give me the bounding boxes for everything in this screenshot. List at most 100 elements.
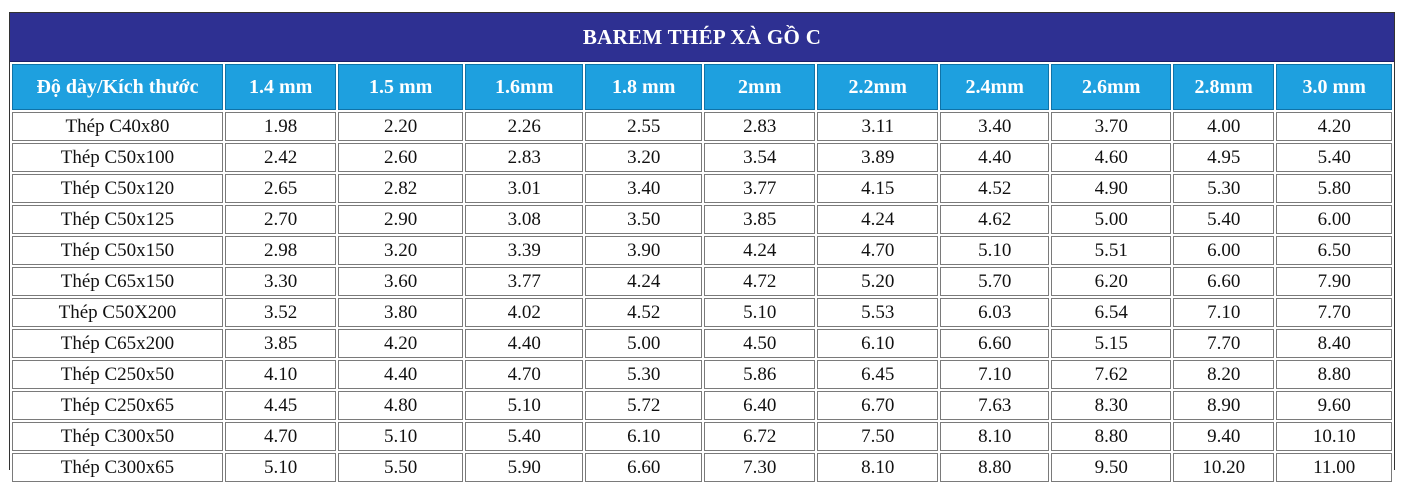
table-row: Thép C65x150 3.30 3.60 3.77 4.24 4.72 5.20 5.70… xyxy=(12,267,1392,296)
weight-cell: 4.62 xyxy=(939,205,1050,234)
weight-cell: 4.24 xyxy=(585,267,702,296)
weight-cell: 7.50 xyxy=(817,422,938,451)
weight-cell: 9.60 xyxy=(1276,391,1392,420)
weight-cell: 3.39 xyxy=(464,236,584,265)
weight-cell: 8.80 xyxy=(1051,422,1171,451)
weight-cell: 4.60 xyxy=(1051,143,1171,172)
header-row: Độ dày/Kích thước 1.4 mm 1.5 mm 1.6mm 1.… xyxy=(12,64,1392,110)
weight-cell: 7.10 xyxy=(939,360,1050,389)
weight-cell: 2.42 xyxy=(224,143,337,172)
weight-cell: 6.72 xyxy=(703,422,816,451)
table-row: Thép C250x50 4.10 4.40 4.70 5.30 5.86 6.45 7.10… xyxy=(12,360,1392,389)
weight-cell: 11.00 xyxy=(1276,453,1392,482)
weight-cell: 3.89 xyxy=(817,143,938,172)
weight-cell: 5.10 xyxy=(703,298,816,327)
row-label: Thép C300x65 xyxy=(12,453,223,482)
weight-cell: 2.26 xyxy=(464,112,584,141)
weight-cell: 6.40 xyxy=(703,391,816,420)
row-label: Thép C50x125 xyxy=(12,205,223,234)
weight-cell: 3.08 xyxy=(464,205,584,234)
header-thickness: 2.6mm xyxy=(1051,64,1171,110)
weight-cell: 8.40 xyxy=(1276,329,1392,358)
header-thickness: 3.0 mm xyxy=(1276,64,1392,110)
weight-cell: 5.00 xyxy=(585,329,702,358)
weight-cell: 9.40 xyxy=(1172,422,1275,451)
table-row: Thép C300x50 4.70 5.10 5.40 6.10 6.72 7.50 8.10… xyxy=(12,422,1392,451)
row-label: Thép C50X200 xyxy=(12,298,223,327)
row-label: Thép C50x150 xyxy=(12,236,223,265)
weight-cell: 3.30 xyxy=(224,267,337,296)
header-thickness: 1.4 mm xyxy=(224,64,337,110)
weight-cell: 3.80 xyxy=(338,298,463,327)
weight-cell: 6.60 xyxy=(1172,267,1275,296)
weight-cell: 3.77 xyxy=(464,267,584,296)
weight-cell: 5.50 xyxy=(338,453,463,482)
weight-cell: 4.45 xyxy=(224,391,337,420)
weight-cell: 6.03 xyxy=(939,298,1050,327)
weight-cell: 5.72 xyxy=(585,391,702,420)
weight-cell: 5.10 xyxy=(464,391,584,420)
weight-cell: 2.70 xyxy=(224,205,337,234)
weight-cell: 5.00 xyxy=(1051,205,1171,234)
table-row: Thép C300x65 5.10 5.50 5.90 6.60 7.30 8.10 8.80… xyxy=(12,453,1392,482)
weight-cell: 5.20 xyxy=(817,267,938,296)
weight-cell: 7.90 xyxy=(1276,267,1392,296)
weight-cell: 4.90 xyxy=(1051,174,1171,203)
weight-cell: 10.10 xyxy=(1276,422,1392,451)
weight-cell: 5.90 xyxy=(464,453,584,482)
weight-cell: 7.30 xyxy=(703,453,816,482)
header-thickness: 1.6mm xyxy=(464,64,584,110)
weight-cell: 3.77 xyxy=(703,174,816,203)
row-label: Thép C65x200 xyxy=(12,329,223,358)
weight-cell: 5.10 xyxy=(224,453,337,482)
weight-cell: 4.80 xyxy=(338,391,463,420)
table-row: Thép C50x120 2.65 2.82 3.01 3.40 3.77 4.15 4.52… xyxy=(12,174,1392,203)
weight-cell: 8.20 xyxy=(1172,360,1275,389)
weight-cell: 3.85 xyxy=(224,329,337,358)
weight-cell: 4.20 xyxy=(338,329,463,358)
weight-cell: 5.70 xyxy=(939,267,1050,296)
weight-cell: 5.40 xyxy=(464,422,584,451)
weight-cell: 5.10 xyxy=(338,422,463,451)
weight-cell: 3.11 xyxy=(817,112,938,141)
weight-cell: 3.54 xyxy=(703,143,816,172)
weight-cell: 8.80 xyxy=(939,453,1050,482)
weight-cell: 6.10 xyxy=(817,329,938,358)
weight-cell: 5.53 xyxy=(817,298,938,327)
weight-cell: 3.70 xyxy=(1051,112,1171,141)
row-label: Thép C50x120 xyxy=(12,174,223,203)
weight-cell: 3.50 xyxy=(585,205,702,234)
weight-cell: 2.98 xyxy=(224,236,337,265)
weight-cell: 4.52 xyxy=(939,174,1050,203)
weight-cell: 8.80 xyxy=(1276,360,1392,389)
weight-cell: 3.40 xyxy=(585,174,702,203)
weight-cell: 4.70 xyxy=(464,360,584,389)
weight-cell: 3.85 xyxy=(703,205,816,234)
weight-cell: 2.90 xyxy=(338,205,463,234)
weight-cell: 3.60 xyxy=(338,267,463,296)
weight-cell: 6.60 xyxy=(939,329,1050,358)
table-title: BAREM THÉP XÀ GỒ C xyxy=(10,13,1394,62)
header-thickness: 1.8 mm xyxy=(585,64,702,110)
weight-cell: 1.98 xyxy=(224,112,337,141)
weight-cell: 3.90 xyxy=(585,236,702,265)
weight-cell: 4.20 xyxy=(1276,112,1392,141)
header-size: Độ dày/Kích thước xyxy=(12,64,223,110)
weight-cell: 5.30 xyxy=(1172,174,1275,203)
weight-cell: 7.10 xyxy=(1172,298,1275,327)
row-label: Thép C40x80 xyxy=(12,112,223,141)
row-label: Thép C65x150 xyxy=(12,267,223,296)
weight-cell: 5.10 xyxy=(939,236,1050,265)
weight-cell: 5.40 xyxy=(1172,205,1275,234)
weight-cell: 6.00 xyxy=(1172,236,1275,265)
table-row: Thép C50x150 2.98 3.20 3.39 3.90 4.24 4.70 5.10… xyxy=(12,236,1392,265)
weight-cell: 7.70 xyxy=(1172,329,1275,358)
weight-cell: 5.40 xyxy=(1276,143,1392,172)
weight-cell: 6.54 xyxy=(1051,298,1171,327)
header-thickness: 1.5 mm xyxy=(338,64,463,110)
weight-cell: 5.30 xyxy=(585,360,702,389)
weight-cell: 4.40 xyxy=(939,143,1050,172)
weight-cell: 3.40 xyxy=(939,112,1050,141)
weight-cell: 8.30 xyxy=(1051,391,1171,420)
weight-cell: 4.24 xyxy=(817,205,938,234)
